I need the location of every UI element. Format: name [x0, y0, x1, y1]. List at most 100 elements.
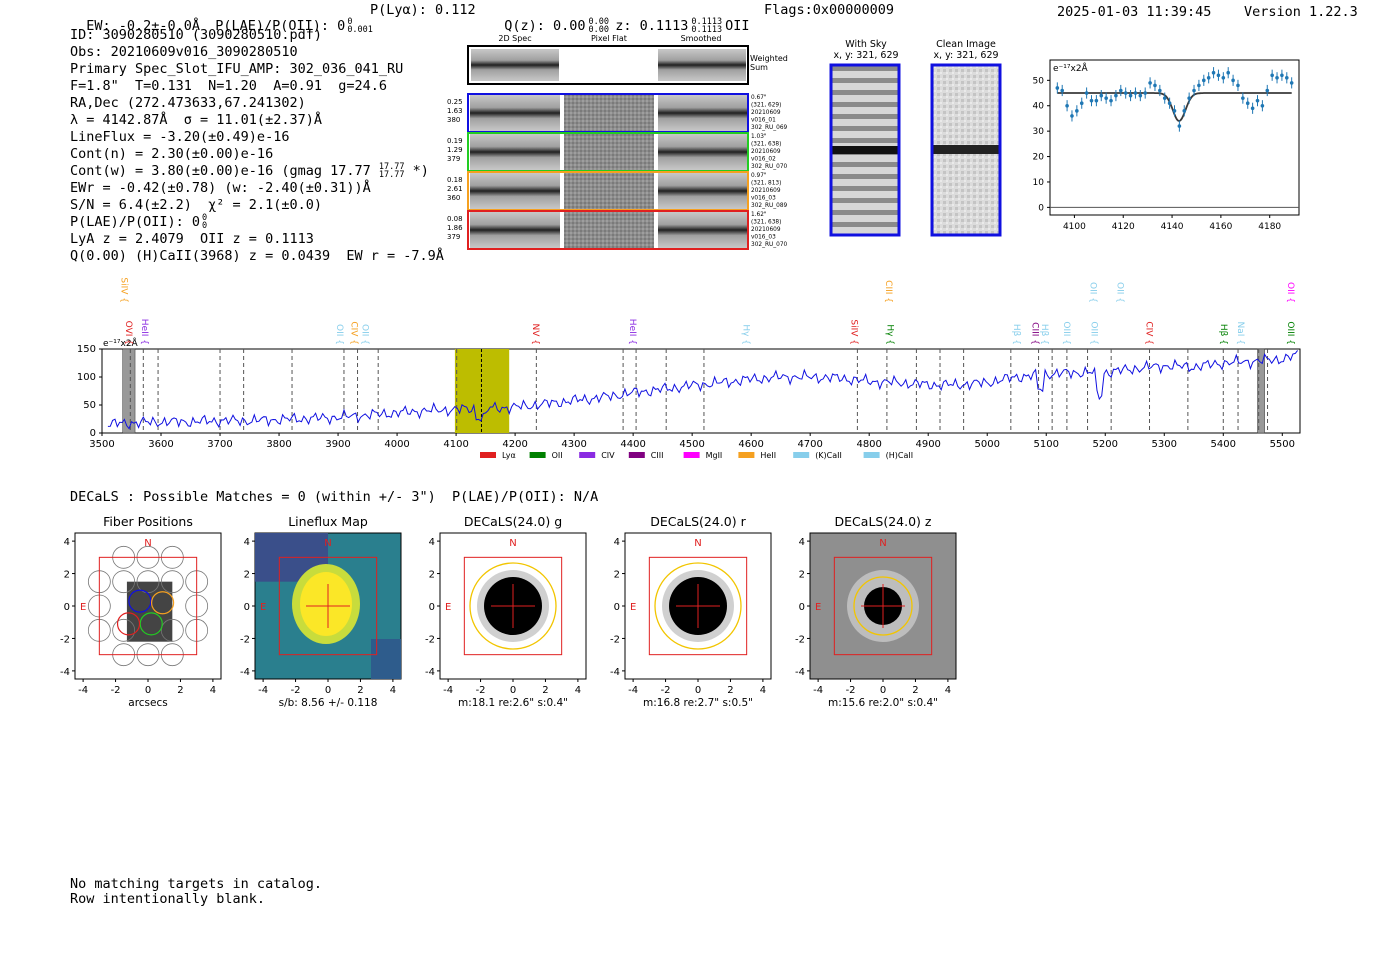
zoom-xtick-label: 4100: [1063, 222, 1086, 232]
decals-panel-caption: s/b: 8.56 +/- 0.118: [279, 697, 378, 709]
decals-north-label: N: [144, 538, 151, 549]
info-lineflux: LineFlux = -3.20(±0.49)e-16: [70, 129, 290, 145]
spec-line-marker-label: SiIV {: [119, 277, 129, 303]
col-2d-spec: 2D Spec: [498, 34, 531, 43]
cutout-left-value: 2.61: [447, 185, 463, 193]
spec-xtick-label: 5400: [1211, 439, 1236, 450]
zoom-data-point: [1075, 109, 1079, 113]
spec-xtick-label: 4700: [797, 439, 822, 450]
spec-xtick-label: 4000: [384, 439, 409, 450]
decals-east-label: E: [815, 602, 821, 613]
zoom-data-point: [1201, 78, 1206, 83]
cutout-right-value: 20210609: [751, 227, 781, 233]
decals-xtick-label: 0: [695, 685, 701, 696]
cutout-right-value: (321, 638): [751, 220, 781, 226]
spec-line-marker-label: Hγ {: [885, 324, 895, 345]
zoom-data-point: [1089, 98, 1094, 103]
clean-source-band: [933, 145, 999, 154]
zoom-ytick-label: 20: [1033, 153, 1045, 163]
zoom-data-point: [1206, 75, 1211, 80]
decals-panel-title: Lineflux Map: [288, 514, 368, 529]
spec-line-marker-label: CIII {: [883, 280, 893, 303]
decals-search-box: [278, 556, 378, 656]
spec-plot-area: [101, 348, 1301, 434]
cutout-2d-spec: [470, 212, 560, 248]
spec-line-marker-label: OVI {: [123, 321, 133, 345]
cutout-right-value: (321, 813): [751, 181, 781, 187]
decals-xtick-label: 4: [575, 685, 581, 696]
cutout-right-value: 302_RU_089: [751, 203, 788, 209]
zoom-data-point: [1241, 96, 1245, 100]
clean-image-title: Clean Image: [936, 39, 996, 50]
fiber-circle: [160, 618, 184, 642]
decals-ytick-label: -4: [795, 667, 805, 678]
spec-masked-region: [122, 348, 136, 434]
decals-xtick-label: -2: [291, 685, 301, 696]
spec-xtick-label: 3800: [266, 439, 291, 450]
spec-line-marker-label: HeII {: [139, 319, 149, 345]
cutout-2d-spec: [470, 95, 560, 131]
spec-xtick-label: 4300: [561, 439, 586, 450]
spec-legend-swatch: [579, 452, 596, 458]
decals-panel-caption: m:16.8 re:2.7" s:0.5": [643, 697, 753, 709]
spec-xtick-label: 3600: [148, 439, 173, 450]
spec-line-marker-label: NV {: [530, 324, 540, 345]
with-sky-title: With Sky: [845, 39, 887, 50]
header-plae: P(LAE)/P(OII): 0 0 0.001: [215, 17, 373, 35]
decals-ytick-label: -4: [60, 667, 70, 678]
decals-aperture-ellipse: [853, 576, 913, 636]
zoom-line-fit-chart: 0 10 20 30 40 50 4100 4120 4140 4160 4180 e⁻¹⁷x2Å: [1033, 59, 1300, 232]
decals-east-label: E: [445, 602, 451, 613]
cutout-right-value: 1.03": [751, 134, 767, 140]
cutout-right-value: 20210609: [751, 149, 781, 155]
zoom-xtick-label: 4160: [1209, 222, 1232, 232]
cutout-pixel-flat: [564, 134, 654, 170]
decals-xtick-label: 0: [880, 685, 886, 696]
spec-legend-swatch: [683, 452, 700, 458]
spec-xtick-label: 5100: [1034, 439, 1059, 450]
header-z: z: 0.1113 0.1113 0.1113 OII: [615, 17, 750, 35]
decals-xtick-label: 0: [145, 685, 151, 696]
header-plya: P(Lyα): 0.112: [370, 2, 476, 18]
decals-ytick-label: 4: [614, 537, 620, 548]
spec-line-marker-label: NaI {: [1235, 322, 1245, 346]
decals-panel-caption: arcsecs: [128, 697, 167, 709]
col-pixel-flat: Pixel Flat: [591, 34, 627, 43]
cutout-left-value: 0.08: [447, 215, 463, 223]
decals-ytick-label: -4: [610, 667, 620, 678]
zoom-data-point: [1070, 114, 1074, 118]
decals-panel-title: Fiber Positions: [103, 514, 193, 529]
fiber-circle: [160, 570, 184, 594]
info-cont-n: Cont(n) = 2.30(±0.00)e-16: [70, 146, 274, 162]
decals-panel-2: DECaLS(24.0) g N E -4 -4 -2 -2 0 0 2 2 4 4 m:18.1 re:…: [425, 514, 587, 709]
zoom-data-point: [1167, 101, 1172, 105]
decals-xtick-label: -4: [78, 685, 88, 696]
with-sky-coords: x, y: 321, 629: [833, 50, 899, 61]
decals-panel-title: DECaLS(24.0) g: [464, 514, 562, 529]
zoom-data-point: [1162, 96, 1167, 100]
zoom-xtick-label: 4140: [1161, 222, 1184, 232]
spec-line-marker-label: OII {: [334, 324, 344, 345]
cutout-right-value: (321, 629): [751, 103, 781, 109]
zoom-xtick-label: 4180: [1258, 222, 1281, 232]
zoom-data-point: [1118, 88, 1123, 93]
decals-xtick-label: -2: [111, 685, 121, 696]
zoom-data-point: [1099, 93, 1104, 98]
decals-xtick-label: 0: [510, 685, 516, 696]
header-timestamp: 2025-01-03 11:39:45: [1057, 4, 1212, 20]
zoom-data-point: [1143, 91, 1148, 95]
spec-line-marker-label: Hγ {: [741, 324, 751, 345]
zoom-data-point: [1221, 75, 1226, 80]
decals-east-label: E: [80, 602, 86, 613]
decals-ytick-label: -2: [240, 634, 250, 645]
fiber-circle: [136, 570, 160, 594]
cutout-left-value: 380: [447, 116, 460, 124]
zoom-data-point: [1265, 88, 1270, 93]
spec-line-marker-label: OII {: [1115, 282, 1125, 303]
decals-ytick-label: 2: [614, 570, 620, 581]
info-obs: Obs: 20210609v016_3090280510: [70, 44, 298, 60]
zoom-data-point: [1153, 83, 1157, 88]
zoom-data-point: [1275, 75, 1279, 80]
zoom-data-point: [1065, 103, 1069, 108]
decals-north-label: N: [879, 538, 886, 549]
